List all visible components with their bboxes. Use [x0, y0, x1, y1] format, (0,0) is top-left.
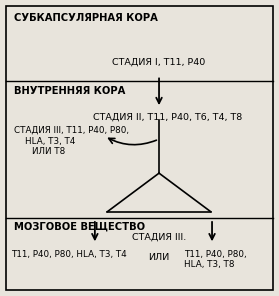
- Text: МОЗГОВОЕ ВЕЩЕСТВО: МОЗГОВОЕ ВЕЩЕСТВО: [14, 222, 145, 232]
- Text: СТАДИЯ I, Т11, Р40: СТАДИЯ I, Т11, Р40: [112, 58, 206, 67]
- Text: ИЛИ: ИЛИ: [148, 253, 170, 262]
- Text: HLA, Т3, Т8: HLA, Т3, Т8: [184, 260, 235, 269]
- Text: HLA, Т3, Т4: HLA, Т3, Т4: [25, 137, 76, 146]
- Text: ИЛИ Т8: ИЛИ Т8: [32, 147, 65, 156]
- Text: СТАДИЯ III.: СТАДИЯ III.: [132, 232, 186, 241]
- Text: СУБКАПСУЛЯРНАЯ КОРА: СУБКАПСУЛЯРНАЯ КОРА: [14, 13, 158, 23]
- Text: СТАДИЯ II, Т11, Р40, Т6, Т4, Т8: СТАДИЯ II, Т11, Р40, Т6, Т4, Т8: [93, 112, 242, 121]
- Text: Т11, Р40, Р80,: Т11, Р40, Р80,: [184, 250, 247, 259]
- Text: Т11, Р40, Р80, HLA, Т3, Т4: Т11, Р40, Р80, HLA, Т3, Т4: [11, 250, 127, 259]
- Text: СТАДИЯ III, Т11, Р40, Р80,: СТАДИЯ III, Т11, Р40, Р80,: [14, 126, 129, 135]
- Text: ВНУТРЕННЯЯ КОРА: ВНУТРЕННЯЯ КОРА: [14, 86, 125, 96]
